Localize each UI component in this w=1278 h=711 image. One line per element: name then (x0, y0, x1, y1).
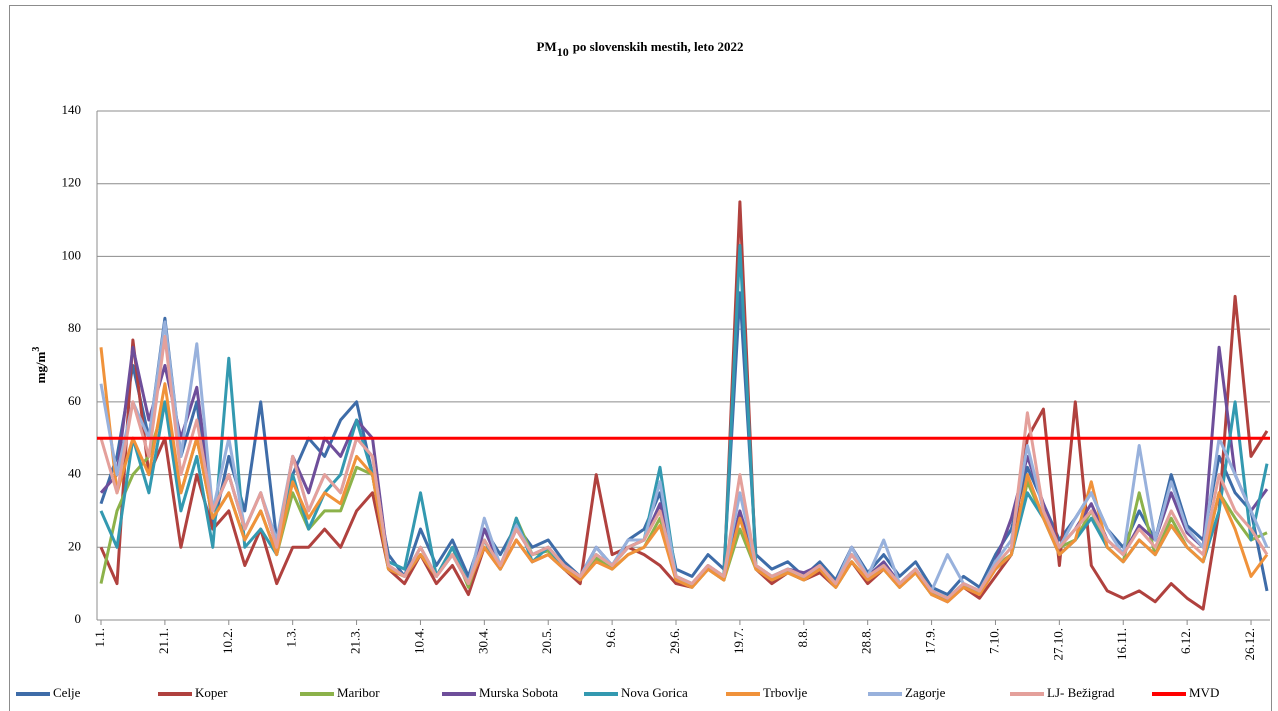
x-tick-label: 30.4. (475, 628, 490, 654)
legend-label: Maribor (337, 685, 380, 700)
x-tick-label: 29.6. (667, 628, 682, 654)
series-line (99, 200, 1269, 611)
y-tick-label: 40 (68, 466, 81, 481)
title-text: PM (536, 39, 556, 54)
y-tick-label: 100 (62, 247, 82, 262)
series-line (99, 334, 1269, 600)
y-label-text: mg/m (33, 351, 48, 383)
y-tick-label: 120 (62, 175, 82, 190)
x-tick-label: 8.8. (795, 628, 810, 648)
x-tick-label: 17.9. (923, 628, 938, 654)
x-tick-label: 9.6. (603, 628, 618, 648)
x-tick-label: 21.1. (156, 628, 171, 654)
y-tick-label: 80 (68, 320, 81, 335)
title-text: po slovenskih mestih, leto 2022 (573, 39, 744, 54)
legend-label: Nova Gorica (621, 685, 688, 700)
chart-title: PM10 po slovenskih mestih, leto 2022 (536, 39, 743, 59)
legend-label: Koper (195, 685, 228, 700)
y-axis-label: mg/m3 (31, 347, 48, 384)
x-tick-label: 10.2. (220, 628, 235, 654)
x-tick-label: 28.8. (859, 628, 874, 654)
x-tick-label: 7.10. (986, 628, 1001, 654)
legend-label: Murska Sobota (479, 685, 558, 700)
legend-label: Trbovlje (763, 685, 808, 700)
x-tick-label: 1.3. (284, 628, 299, 648)
y-tick-label: 60 (68, 393, 81, 408)
legend-label: LJ- Bežigrad (1047, 685, 1115, 700)
x-tick-label: 10.4. (411, 628, 426, 654)
x-tick-label: 26.12. (1242, 628, 1257, 661)
x-tick-label: 20.5. (539, 628, 554, 654)
series-line (99, 347, 1269, 604)
x-tick-label: 21.3. (348, 628, 363, 654)
x-tick-label: 16.11. (1114, 628, 1129, 660)
title-subscript: 10 (557, 45, 569, 59)
chart-frame (9, 5, 1272, 711)
x-tick-label: 27.10. (1050, 628, 1065, 661)
legend-label: Celje (53, 685, 81, 700)
y-label-superscript: 3 (31, 347, 42, 352)
x-tick-label: 1.1. (92, 628, 107, 648)
legend-label: MVD (1189, 685, 1219, 700)
y-tick-label: 140 (62, 102, 82, 117)
x-tick-label: 6.12. (1178, 628, 1193, 654)
y-tick-label: 20 (68, 538, 81, 553)
legend-label: Zagorje (905, 685, 946, 700)
y-tick-label: 0 (75, 611, 82, 626)
x-tick-label: 19.7. (731, 628, 746, 654)
